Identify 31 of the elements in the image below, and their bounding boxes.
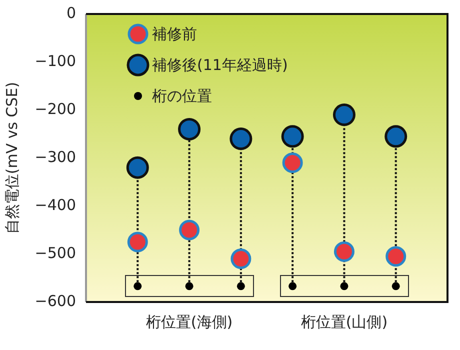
point [126, 156, 149, 179]
point [230, 128, 252, 150]
point [230, 248, 252, 270]
point [236, 282, 245, 290]
point [288, 282, 297, 290]
point [334, 241, 354, 262]
point [392, 282, 400, 290]
y-tick-label: −400 [34, 196, 76, 214]
x-tick-label: 桁位置(山側) [300, 312, 388, 331]
point [127, 232, 148, 252]
y-tick-label: −600 [34, 292, 76, 310]
point [185, 282, 194, 290]
point [384, 125, 408, 148]
y-tick-label: 0 [66, 4, 76, 22]
point [282, 152, 303, 174]
legend-label: 補修後(11年経過時) [152, 56, 288, 74]
y-tick-label: −200 [34, 100, 76, 118]
point [332, 104, 356, 126]
x-tick-label: 桁位置(海側) [146, 312, 233, 331]
legend-label: 補修前 [152, 24, 197, 43]
point [134, 282, 142, 290]
point [178, 118, 201, 140]
y-tick-label: −300 [34, 148, 76, 166]
y-tick-label: −500 [34, 244, 76, 262]
point [281, 125, 304, 148]
point [179, 220, 200, 240]
legend-label: 桁の位置 [152, 86, 212, 105]
y-tick-label: −100 [34, 52, 76, 70]
y-axis-title: 自然電位(mV vs CSE) [2, 82, 21, 234]
point [340, 282, 348, 290]
point [386, 246, 406, 267]
